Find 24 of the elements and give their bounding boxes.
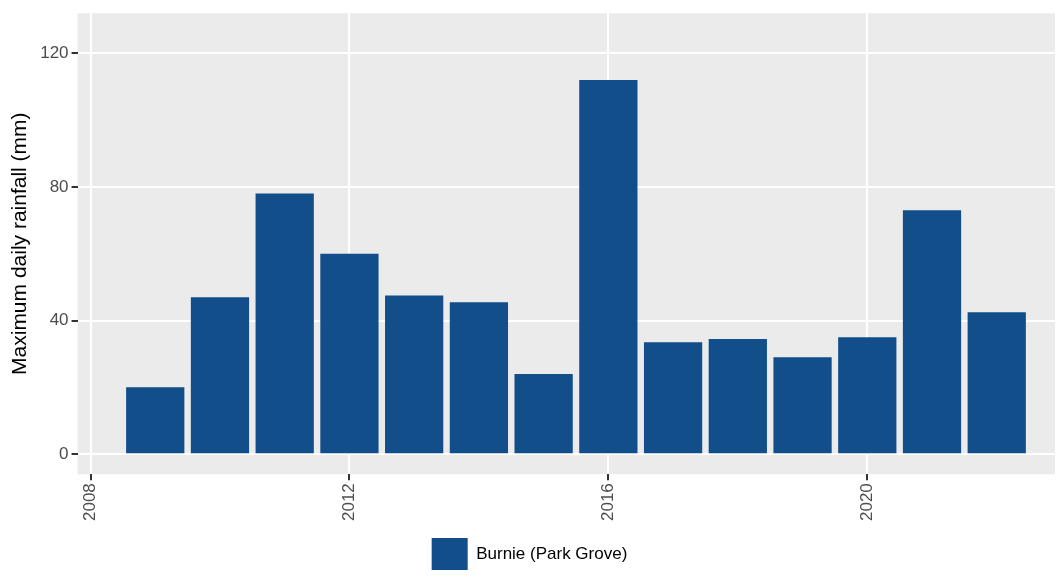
bar xyxy=(514,373,573,454)
bar xyxy=(449,302,509,454)
bar xyxy=(967,312,1026,454)
x-tick-label: 2012 xyxy=(339,483,359,522)
bar xyxy=(255,193,314,454)
x-tick-label: 2008 xyxy=(80,483,100,522)
legend-label: Burnie (Park Grove) xyxy=(476,543,628,563)
bar xyxy=(838,337,897,454)
bar xyxy=(126,387,185,454)
bar xyxy=(579,80,638,454)
y-axis-title: Maximum daily rainfall (mm) xyxy=(7,112,31,375)
bar xyxy=(902,210,962,454)
y-tick-label: 120 xyxy=(40,42,69,62)
bar xyxy=(190,297,250,454)
bar xyxy=(385,295,444,454)
x-tick-label: 2016 xyxy=(598,483,618,522)
bar xyxy=(643,342,703,454)
y-tick-label: 80 xyxy=(49,176,69,196)
bar xyxy=(773,357,832,454)
bar xyxy=(320,253,379,454)
y-tick-label: 40 xyxy=(49,310,69,330)
x-tick-label: 2020 xyxy=(856,483,876,522)
y-tick-label: 0 xyxy=(59,443,69,463)
bar xyxy=(708,338,767,454)
